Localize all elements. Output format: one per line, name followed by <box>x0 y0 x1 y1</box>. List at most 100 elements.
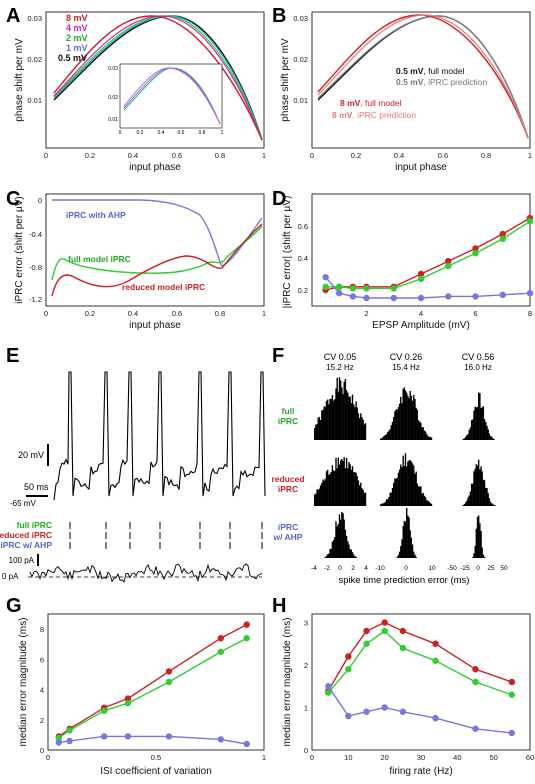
histogram-bar <box>356 476 358 506</box>
panel-h-ylabel: median error magnitude (ms) <box>282 618 293 747</box>
panel-h-point <box>432 657 439 664</box>
histogram-bar <box>426 500 428 506</box>
histogram-bar <box>325 555 328 558</box>
histogram-bar <box>317 489 319 506</box>
panel-a-xtick: 0.2 <box>85 151 95 160</box>
f-row-label: iPRC <box>278 522 298 532</box>
histogram-bar <box>401 539 403 558</box>
panel-d-point <box>472 293 479 300</box>
histogram-bar <box>467 434 469 440</box>
histogram-bar <box>493 439 495 440</box>
panel-c-xlabel: input phase <box>129 320 181 331</box>
panel-g-point <box>217 648 224 655</box>
histogram-bar <box>415 556 417 558</box>
histogram-bar <box>492 438 494 440</box>
histogram-bar <box>428 501 430 506</box>
histogram-bar <box>473 553 475 558</box>
panel-h-ytick: 3 <box>304 619 308 628</box>
histogram-bar <box>329 473 331 506</box>
panel-d-point <box>499 235 506 242</box>
panel-h-ytick: 2 <box>304 661 308 670</box>
panel-d-point <box>349 293 357 300</box>
histogram-bar <box>347 392 349 440</box>
f-col-hz: 16.0 Hz <box>464 363 492 372</box>
histogram-bar <box>406 466 408 506</box>
f-xtick: 10 <box>428 565 436 572</box>
legend-4mv: 4 mV <box>66 23 88 33</box>
histogram-bar <box>315 424 317 440</box>
scale-label-ms: 50 ms <box>24 482 49 492</box>
histogram-bar <box>342 394 344 440</box>
histogram-bar <box>416 483 418 506</box>
histogram-bar <box>483 419 486 440</box>
histogram-bar <box>410 395 413 440</box>
histogram-bar <box>486 488 488 506</box>
histogram-bar <box>463 504 466 506</box>
panel-d: D 0.2 0.4 0.6 2 4 6 8 EPSP Amplitude (mV) |iPR… <box>272 188 534 331</box>
panel-f-label: F <box>272 345 284 367</box>
panel-d-ytick: 0.6 <box>298 222 308 231</box>
panel-a: A 0.01 0.02 0.03 0 0.2 0.4 0.6 0.8 1 inp… <box>6 5 266 173</box>
panel-g-ytick: 6 <box>40 655 44 664</box>
histogram-bar <box>403 520 405 558</box>
legend-1mv: 1 mV <box>66 43 88 53</box>
histogram-bar <box>317 417 319 440</box>
panel-h-point <box>345 712 352 720</box>
panel-g-point <box>66 727 73 734</box>
panel-d-point <box>363 294 370 302</box>
panel-c-label: C <box>6 188 20 210</box>
scale-label-mv: 20 mV <box>18 450 44 460</box>
histogram-bar <box>481 407 483 440</box>
histogram-bar <box>381 503 383 506</box>
histogram-bar <box>328 474 330 506</box>
histogram-bar <box>342 461 344 506</box>
panel-h-point <box>399 644 407 652</box>
histogram-bar <box>356 407 358 440</box>
histogram-bar <box>402 388 404 440</box>
histogram-bar <box>423 430 426 440</box>
panel-b-ytick: 0.01 <box>293 96 308 105</box>
histogram-bar <box>492 503 494 506</box>
histogram-bar <box>409 530 411 558</box>
histogram-bar <box>330 548 332 558</box>
zero-current-label: 0 pA <box>2 572 19 581</box>
panel-g-point <box>243 621 250 628</box>
panel-d-point <box>322 283 329 290</box>
histogram-bar <box>478 392 480 440</box>
panel-h-xtick: 30 <box>417 753 425 762</box>
histogram-bar <box>330 398 332 440</box>
panel-b-axes <box>311 11 531 149</box>
histogram-bar <box>486 425 488 440</box>
histogram-bar <box>491 436 493 440</box>
panel-d-point <box>417 270 425 278</box>
f-xtick: 0 <box>476 565 480 572</box>
histogram-bar <box>343 381 345 440</box>
histogram-bar <box>338 514 341 558</box>
histogram-bar <box>462 439 464 440</box>
histogram-bar <box>402 455 404 506</box>
histogram-bar <box>393 417 395 440</box>
histogram-bar <box>315 493 317 506</box>
histogram-bar <box>397 407 400 440</box>
histogram-bar <box>358 485 361 506</box>
legend-b-0-5-full: 0.5 mV, full model <box>396 66 465 76</box>
histogram-bar <box>360 482 362 506</box>
f-xtick: 50 <box>500 565 508 572</box>
histogram-bar <box>389 429 391 440</box>
f-row-label: w/ AHP <box>273 532 303 542</box>
resting-potential-label: -65 mV <box>10 499 36 508</box>
label-iprc-ahp: iPRC with AHP <box>66 210 126 220</box>
panel-g-point <box>243 740 250 748</box>
panel-h-point <box>325 689 332 696</box>
panel-h-point <box>508 729 516 737</box>
histogram-bar <box>419 486 421 506</box>
histogram-bar <box>318 416 321 440</box>
panel-g-ytick: 2 <box>40 716 44 725</box>
panel-a-xtick: 1 <box>262 151 266 160</box>
panel-g-point <box>165 678 173 686</box>
histogram-bar <box>348 396 350 440</box>
histogram-bar <box>349 549 351 558</box>
histogram-bar <box>397 472 400 506</box>
histogram-bar <box>472 483 474 506</box>
